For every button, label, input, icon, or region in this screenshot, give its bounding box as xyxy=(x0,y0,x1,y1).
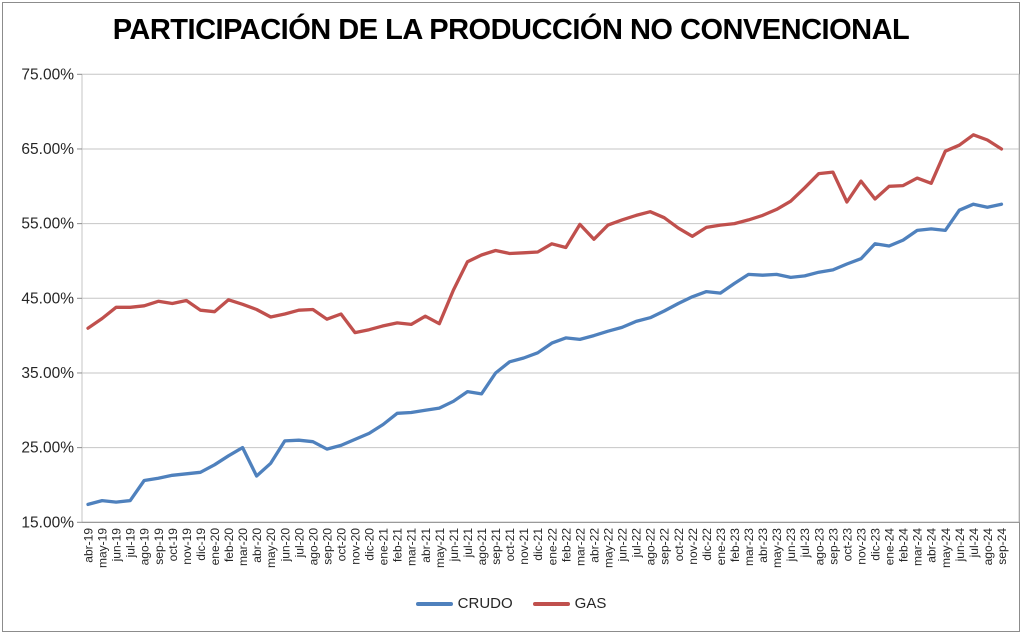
series-line-crudo xyxy=(86,202,1004,507)
x-tick-label: ago-22 xyxy=(644,528,658,566)
x-tick-label: ene-21 xyxy=(377,528,391,566)
x-tick-label: sep-20 xyxy=(320,528,334,565)
x-tick-label: ene-23 xyxy=(714,528,728,566)
x-tick-label: dic-22 xyxy=(700,528,714,561)
y-tick-label: 55.00% xyxy=(21,216,74,233)
x-tick-label: dic-21 xyxy=(531,528,545,561)
x-tick-label: feb-20 xyxy=(222,528,236,562)
x-tick-label: jul-23 xyxy=(798,528,812,559)
x-tick-label: mar-22 xyxy=(573,528,587,566)
legend: CRUDO GAS xyxy=(0,595,1022,612)
x-tick-label: oct-20 xyxy=(334,528,348,562)
x-tick-label: sep-21 xyxy=(489,528,503,565)
x-tick-label: mar-23 xyxy=(742,528,756,566)
x-tick-label: ago-23 xyxy=(812,528,826,566)
x-tick-label: mar-21 xyxy=(405,528,419,566)
x-tick-label: abr-21 xyxy=(419,528,433,563)
x-tick-label: sep-19 xyxy=(152,528,166,565)
x-tick-label: jul-21 xyxy=(461,528,475,559)
x-tick-label: feb-21 xyxy=(391,528,405,562)
legend-item-gas: GAS xyxy=(532,595,607,612)
x-tick-label: sep-22 xyxy=(658,528,672,565)
legend-item-crudo: CRUDO xyxy=(415,595,513,612)
x-tick-label: jul-24 xyxy=(967,528,981,559)
x-tick-label: nov-19 xyxy=(180,528,194,565)
x-tick-label: ago-21 xyxy=(475,528,489,566)
y-tick-label: 15.00% xyxy=(21,514,74,531)
x-tick-label: dic-23 xyxy=(869,528,883,561)
x-tick-label: mar-24 xyxy=(911,528,925,566)
y-tick-label: 25.00% xyxy=(21,440,74,457)
x-tick-label: oct-21 xyxy=(503,528,517,562)
x-tick-label: nov-22 xyxy=(686,528,700,565)
y-tick-label: 35.00% xyxy=(21,365,74,382)
x-tick-label: abr-22 xyxy=(587,528,601,563)
x-tick-label: may-23 xyxy=(770,528,784,568)
x-tick-label: ago-19 xyxy=(138,528,152,566)
x-tick-label: feb-22 xyxy=(559,528,573,562)
y-tick-label: 65.00% xyxy=(21,141,74,158)
x-tick-label: ene-20 xyxy=(208,528,222,566)
x-tick-label: abr-23 xyxy=(756,528,770,563)
x-tick-label: jul-20 xyxy=(292,528,306,559)
x-tick-label: ene-24 xyxy=(883,528,897,566)
x-tick-label: jun-23 xyxy=(784,528,798,563)
x-tick-label: sep-23 xyxy=(826,528,840,565)
legend-label-gas: GAS xyxy=(574,595,607,612)
x-tick-label: jun-24 xyxy=(953,528,967,563)
series-line-gas xyxy=(86,133,1004,335)
x-tick-label: jul-19 xyxy=(124,528,138,559)
x-tick-label: may-19 xyxy=(96,528,110,568)
x-tick-label: may-20 xyxy=(264,528,278,568)
x-tick-label: mar-20 xyxy=(236,528,250,566)
x-tick-label: ene-22 xyxy=(545,528,559,566)
x-tick-label: oct-19 xyxy=(166,528,180,562)
x-tick-label: jun-20 xyxy=(278,528,292,563)
x-tick-label: nov-21 xyxy=(517,528,531,565)
x-tick-label: jul-22 xyxy=(630,528,644,559)
x-tick-label: may-21 xyxy=(433,528,447,568)
x-tick-label: ago-24 xyxy=(981,528,995,566)
x-tick-label: feb-24 xyxy=(897,528,911,562)
x-tick-label: oct-23 xyxy=(840,528,854,562)
crudo-line-swatch xyxy=(415,601,453,606)
x-tick-label: sep-24 xyxy=(995,528,1009,565)
x-tick-label: nov-23 xyxy=(854,528,868,565)
x-tick-label: nov-20 xyxy=(349,528,363,565)
x-tick-label: feb-23 xyxy=(728,528,742,562)
gas-line-swatch xyxy=(532,601,570,606)
chart-title: PARTICIPACIÓN DE LA PRODUCCIÓN NO CONVEN… xyxy=(112,14,910,46)
x-tick-label: dic-20 xyxy=(363,528,377,561)
y-tick-label: 75.00% xyxy=(21,66,74,83)
x-tick-label: jun-21 xyxy=(447,528,461,563)
x-tick-label: may-22 xyxy=(601,528,615,568)
legend-label-crudo: CRUDO xyxy=(457,595,513,612)
x-tick-label: abr-24 xyxy=(925,528,939,563)
x-tick-label: may-24 xyxy=(939,528,953,568)
x-tick-label: dic-19 xyxy=(194,528,208,561)
x-tick-label: jun-22 xyxy=(616,528,630,563)
y-tick-label: 45.00% xyxy=(21,290,74,307)
x-tick-label: oct-22 xyxy=(672,528,686,562)
x-tick-label: jun-19 xyxy=(110,528,124,563)
x-tick-label: abr-19 xyxy=(82,528,96,563)
x-tick-label: ago-20 xyxy=(306,528,320,566)
x-tick-label: abr-20 xyxy=(250,528,264,563)
